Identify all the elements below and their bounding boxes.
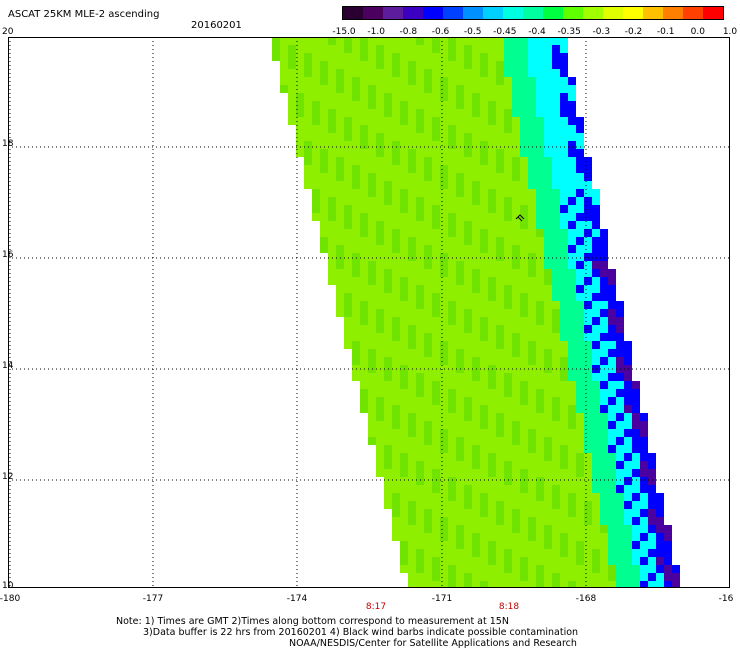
- color-scale-label: 0.0: [690, 27, 705, 37]
- color-scale-label: 1.0: [722, 27, 738, 37]
- time-label: 8:17: [365, 602, 387, 612]
- color-scale-label: -0.45: [493, 27, 517, 37]
- color-swatch: [343, 7, 363, 19]
- lon-label: -180: [0, 594, 21, 604]
- color-swatch: [643, 7, 663, 19]
- color-swatch: [603, 7, 623, 19]
- color-scale-label: -0.5: [463, 27, 482, 37]
- lat-label: 10: [2, 581, 14, 591]
- color-swatch: [503, 7, 523, 19]
- plot-frame: [8, 37, 730, 588]
- color-swatch: [423, 7, 443, 19]
- lat-label: 14: [2, 361, 14, 371]
- map-title: ASCAT 25KM MLE-2 ascending: [8, 9, 160, 20]
- color-swatch: [483, 7, 503, 19]
- color-scale-label: -0.35: [557, 27, 581, 37]
- lon-label: -171: [431, 594, 453, 604]
- color-swatch: [463, 7, 483, 19]
- color-scale-label: -0.1: [656, 27, 675, 37]
- color-scale-label: -0.4: [528, 27, 546, 37]
- wind-barb-icon: [515, 214, 525, 222]
- color-scale-label: -15.0: [332, 27, 356, 37]
- color-swatch: [583, 7, 603, 19]
- note-line-3: NOAA/NESDIS/Center for Satellite Applica…: [289, 638, 577, 649]
- color-swatch: [383, 7, 403, 19]
- color-swatch: [663, 7, 683, 19]
- lat-label: 12: [2, 472, 14, 482]
- color-scale-label: -1.0: [367, 27, 385, 37]
- color-scale-label: -0.3: [592, 27, 611, 37]
- color-scale-label: -0.8: [399, 27, 418, 37]
- color-swatch: [563, 7, 583, 19]
- lat-label: 20: [2, 27, 14, 37]
- lon-label: -174: [286, 594, 308, 604]
- note-line-1: Note: 1) Times are GMT 2)Times along bot…: [116, 616, 509, 627]
- swath-map: [8, 37, 730, 588]
- color-swatch: [443, 7, 463, 19]
- color-swatch: [703, 7, 723, 19]
- lon-label: -16: [718, 594, 734, 604]
- lon-label: -168: [575, 594, 597, 604]
- color-swatch: [543, 7, 563, 19]
- color-scale-label: -0.2: [624, 27, 643, 37]
- note-line-2: 3)Data buffer is 22 hrs from 20160201 4)…: [143, 627, 579, 638]
- time-label: 8:18: [498, 602, 520, 612]
- color-swatch: [523, 7, 543, 19]
- lat-label: 16: [2, 250, 14, 260]
- color-swatch: [403, 7, 423, 19]
- color-swatch: [683, 7, 703, 19]
- map-date: 20160201: [191, 20, 242, 31]
- color-scale-bar: [342, 6, 724, 20]
- color-scale-label: -0.6: [431, 27, 450, 37]
- color-scale-ticks: -15.0 -1.0 -0.8 -0.6 -0.5 -0.45 -0.4 -0.35 -0.3 -…: [330, 27, 737, 39]
- color-swatch: [363, 7, 383, 19]
- lat-lon-grid: [8, 37, 730, 588]
- lat-label: 18: [2, 139, 14, 149]
- lon-label: -177: [142, 594, 164, 604]
- color-swatch: [623, 7, 643, 19]
- swath-field: [272, 37, 680, 588]
